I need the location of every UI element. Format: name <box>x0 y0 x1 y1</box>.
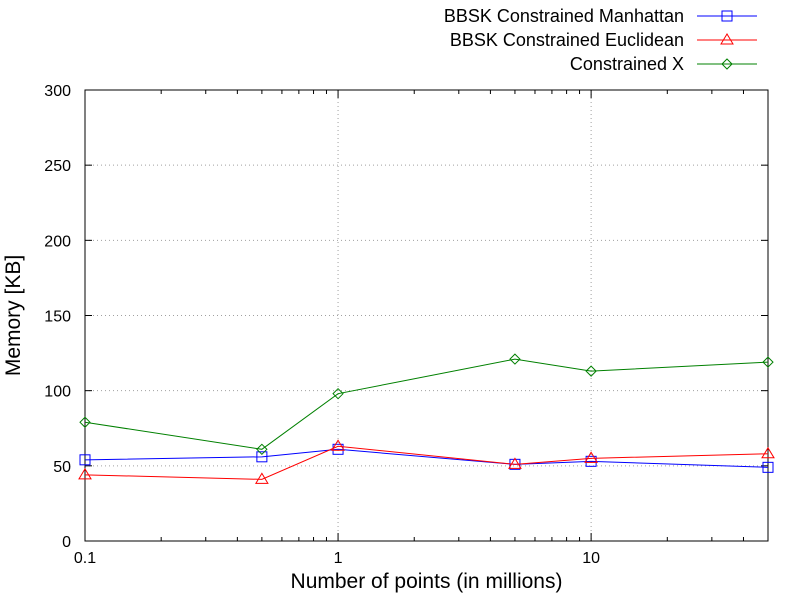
legend-item: Constrained X <box>570 54 757 74</box>
y-tick-label: 150 <box>44 309 71 326</box>
x-axis-label: Number of points (in millions) <box>291 570 563 593</box>
data-point <box>720 33 734 45</box>
series-diamond <box>79 353 774 456</box>
legend-item: BBSK Constrained Euclidean <box>450 30 757 50</box>
y-tick-label: 0 <box>62 534 71 551</box>
grid-lines <box>85 90 768 541</box>
data-point <box>509 353 521 365</box>
axis-ticks: 0 50 100 150 200 250 300 0.1 1 10 <box>44 83 768 567</box>
data-point <box>256 443 268 456</box>
series-line <box>84 448 769 468</box>
y-tick-label: 200 <box>44 233 71 250</box>
y-tick-label: 50 <box>53 459 71 476</box>
legend-label: BBSK Constrained Euclidean <box>450 30 684 50</box>
x-tick-label: 1 <box>334 550 343 567</box>
data-point <box>721 58 733 70</box>
data-point <box>331 439 345 451</box>
legend-item: BBSK Constrained Manhattan <box>444 6 757 26</box>
data-point <box>78 467 92 480</box>
series-triangle <box>78 439 775 484</box>
series-line <box>84 358 769 450</box>
data-point <box>256 451 268 463</box>
y-tick-label: 100 <box>44 384 71 401</box>
data-point <box>762 461 774 473</box>
data-point <box>584 451 599 463</box>
data-point <box>79 416 91 428</box>
data-point <box>79 454 91 466</box>
series-square <box>79 443 774 473</box>
data-point <box>721 10 733 22</box>
data-point <box>762 356 774 368</box>
series-line <box>84 445 769 480</box>
data-series <box>78 353 775 484</box>
data-point <box>332 387 344 400</box>
data-point <box>761 446 775 459</box>
data-point <box>254 472 269 484</box>
legend: BBSK Constrained Manhattan BBSK Constrain… <box>444 6 757 74</box>
y-tick-label: 300 <box>44 83 71 100</box>
x-tick-label: 0.1 <box>74 550 96 567</box>
data-point <box>508 457 522 469</box>
x-tick-label: 10 <box>582 550 600 567</box>
data-point <box>585 365 597 377</box>
y-tick-label: 250 <box>44 158 71 175</box>
legend-label: Constrained X <box>570 54 684 74</box>
legend-label: BBSK Constrained Manhattan <box>444 6 684 26</box>
y-axis-label: Memory [KB] <box>2 255 25 376</box>
